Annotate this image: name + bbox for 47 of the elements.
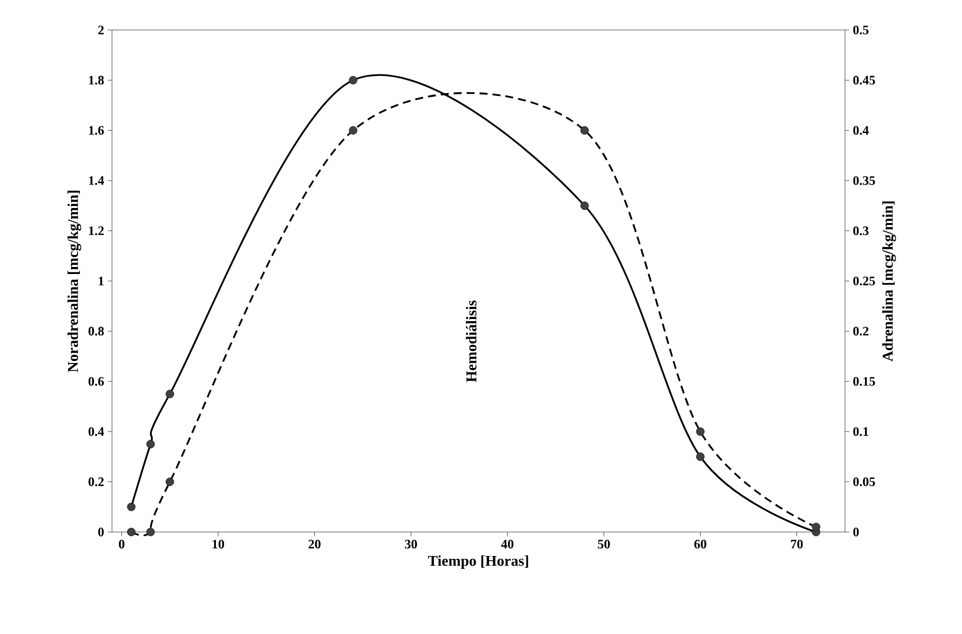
- y-tick-label: 1.4: [89, 176, 104, 185]
- x-tick-label: 50: [598, 540, 610, 549]
- point: [127, 502, 136, 512]
- y2-tick-label: 0.35: [853, 176, 875, 186]
- point: [127, 528, 136, 536]
- y2-tick-label: 0.05: [853, 477, 875, 486]
- y-tick-label: 1.6: [89, 126, 104, 135]
- y2-tick-label: 0.4: [853, 126, 869, 135]
- point: [580, 126, 589, 135]
- x-tick-label: 70: [791, 540, 803, 549]
- y2-tick-label: 0.1: [853, 427, 868, 436]
- y2-tick-label: 0: [853, 528, 859, 536]
- x-tick-label: 20: [308, 540, 321, 549]
- x-tick-label: 30: [404, 540, 417, 549]
- y2-tick-label: 0.25: [853, 276, 875, 286]
- y2-tick-label: 0.3: [853, 226, 869, 236]
- x-tick-label: 0: [118, 540, 124, 549]
- y-axis-title: Noradrenalina [mcg/kg/min]: [68, 190, 82, 372]
- annotation: Hemodiálisis: [466, 300, 476, 382]
- point: [580, 202, 589, 210]
- point: [166, 478, 174, 486]
- point: [696, 452, 705, 461]
- point: [166, 390, 174, 398]
- point: [146, 528, 155, 536]
- point: [348, 126, 358, 135]
- y-tick-label: 0: [98, 528, 104, 536]
- y2-tick-label: 0.45: [853, 76, 875, 85]
- y-tick-label: 1: [98, 276, 104, 286]
- point: [812, 522, 820, 532]
- x-tick-label: 60: [694, 540, 706, 549]
- y-tick-label: 0.4: [88, 427, 104, 436]
- y2-tick-label: 0.2: [853, 326, 868, 336]
- y-tick-label: 0.8: [88, 326, 104, 336]
- y-tick-label: 2: [98, 26, 104, 34]
- point: [146, 440, 155, 448]
- y-tick-label: 1.8: [89, 76, 104, 85]
- point: [348, 76, 358, 84]
- x-tick-label: 40: [501, 540, 514, 549]
- point: [696, 427, 705, 436]
- x-tick-label: 10: [212, 540, 224, 549]
- y-tick-label: 0.2: [88, 477, 104, 486]
- y-tick-label: 1.2: [89, 226, 104, 236]
- y2-tick-label: 0.5: [853, 26, 868, 34]
- x-axis-title: Tiempo [Horas]: [428, 555, 528, 569]
- y2-axis-title: Adrenalina [mcg/kg/min]: [882, 202, 896, 362]
- y-tick-label: 0.6: [88, 377, 104, 386]
- y2-tick-label: 0.15: [853, 377, 875, 386]
